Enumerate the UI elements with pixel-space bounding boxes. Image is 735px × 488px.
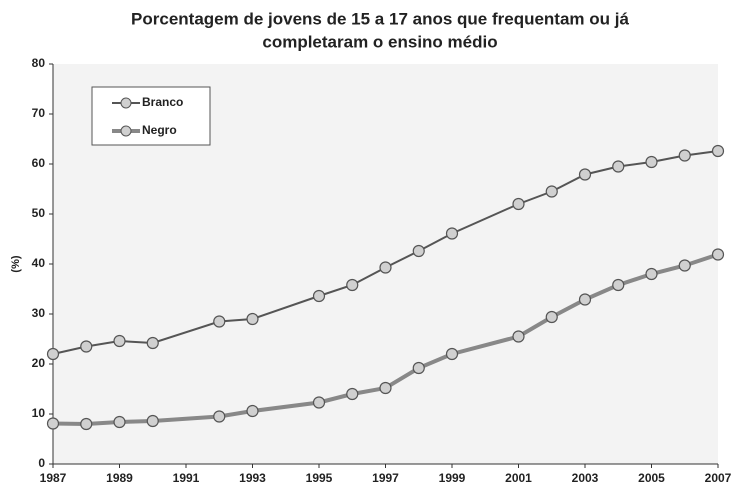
data-point (678, 259, 691, 272)
data-point (445, 227, 459, 240)
x-tick-label: 2005 (638, 471, 665, 485)
x-tick-label: 2001 (505, 471, 532, 485)
legend-label: Negro (142, 123, 177, 137)
data-point (213, 410, 226, 423)
y-tick-label: 0 (38, 456, 45, 470)
data-point (445, 347, 459, 361)
data-point (146, 336, 159, 350)
legend-label: Branco (142, 95, 183, 109)
x-tick-label: 1989 (106, 471, 133, 485)
legend-marker (120, 125, 132, 137)
data-point (46, 347, 60, 361)
data-point (512, 330, 525, 343)
data-point (645, 155, 658, 169)
data-point (612, 160, 625, 173)
y-tick-label: 10 (32, 406, 46, 420)
data-point (246, 404, 259, 418)
legend-marker (120, 97, 132, 109)
data-point (113, 334, 126, 348)
data-point (711, 248, 725, 261)
y-tick-label: 80 (32, 56, 46, 70)
data-point (213, 315, 226, 328)
x-tick-label: 1995 (306, 471, 333, 485)
data-point (379, 381, 392, 395)
y-tick-label: 70 (32, 106, 46, 120)
data-point (578, 293, 592, 306)
x-tick-label: 1999 (439, 471, 466, 485)
y-tick-label: 40 (32, 256, 46, 270)
legend (91, 86, 211, 146)
data-point (578, 168, 592, 181)
data-point (46, 417, 60, 430)
data-point (645, 267, 658, 281)
data-point (312, 289, 326, 303)
data-point (246, 312, 259, 326)
data-point (512, 197, 525, 211)
y-tick-label: 30 (32, 306, 46, 320)
x-tick-label: 1987 (40, 471, 67, 485)
y-tick-label: 20 (32, 356, 46, 370)
x-tick-label: 1993 (239, 471, 266, 485)
data-point (379, 261, 392, 274)
data-point (80, 340, 93, 353)
data-point (346, 387, 359, 401)
data-point (711, 144, 725, 158)
data-point (612, 278, 625, 292)
data-point (678, 149, 691, 162)
y-tick-label: 60 (32, 156, 46, 170)
data-point (146, 414, 159, 428)
x-tick-label: 2007 (705, 471, 732, 485)
data-point (412, 244, 425, 258)
data-point (113, 415, 126, 429)
chart-title: Porcentagem de jovens de 15 a 17 anos qu… (131, 9, 629, 28)
data-point (545, 185, 558, 198)
data-point (346, 278, 359, 292)
y-axis-label: (%) (10, 255, 22, 272)
data-point (412, 361, 425, 375)
data-point (545, 310, 558, 324)
data-point (80, 417, 93, 431)
x-tick-label: 1991 (173, 471, 200, 485)
x-tick-label: 1997 (372, 471, 399, 485)
x-tick-label: 2003 (572, 471, 599, 485)
data-point (312, 396, 326, 409)
chart-title: completaram o ensino médio (262, 32, 497, 51)
y-tick-label: 50 (32, 206, 46, 220)
